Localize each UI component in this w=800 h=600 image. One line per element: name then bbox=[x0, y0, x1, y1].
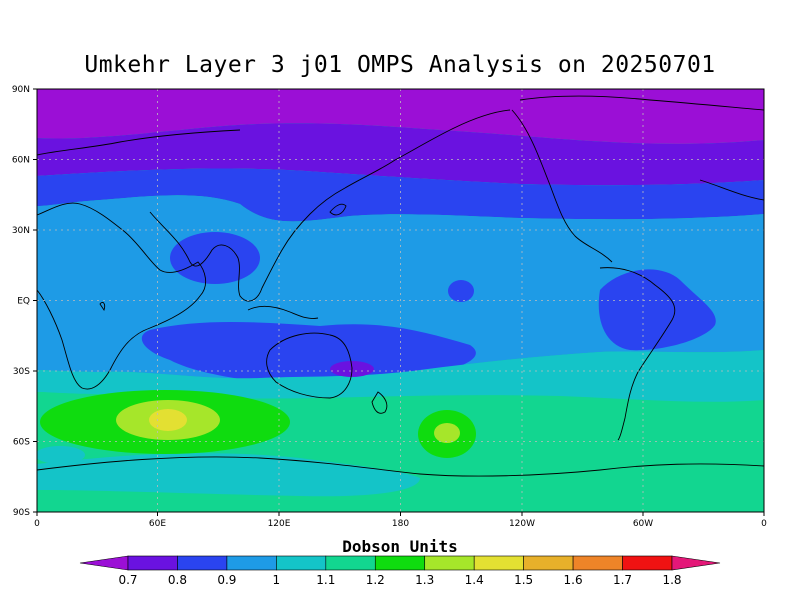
lon-label: 60W bbox=[633, 519, 653, 529]
lat-label: 30S bbox=[13, 367, 30, 377]
indian-blob bbox=[170, 232, 260, 284]
band-north-polar bbox=[37, 89, 764, 144]
colorbar-label: 0.8 bbox=[168, 573, 187, 587]
latitude-labels: 90N 60N 30N EQ 30S 60S 90S bbox=[12, 85, 30, 518]
colorbar-label: 1.8 bbox=[662, 573, 681, 587]
colorbar-label: 1.2 bbox=[366, 573, 385, 587]
colorbar-swatch bbox=[177, 555, 228, 571]
colorbar-swatch bbox=[622, 555, 673, 571]
colorbar-swatch bbox=[523, 555, 574, 571]
band-antarctic-teal bbox=[37, 453, 420, 497]
colorbar-label: 1.7 bbox=[613, 573, 632, 587]
colorbar-swatch bbox=[424, 555, 475, 571]
lon-label: 120E bbox=[268, 519, 291, 529]
colorbar-swatch bbox=[226, 555, 277, 571]
colorbar-high-arrow bbox=[671, 555, 721, 571]
colorbar-swatch bbox=[572, 555, 623, 571]
colorbar-label: 1.6 bbox=[564, 573, 583, 587]
band-southern-mid bbox=[37, 350, 764, 402]
south-america-blob bbox=[598, 269, 716, 351]
colorbar-swatch bbox=[325, 555, 376, 571]
colorbar-swatch bbox=[374, 555, 426, 571]
longitude-labels: 0 60E 120E 180 120W 60W 0 bbox=[34, 519, 767, 529]
pacific-max-inner bbox=[434, 423, 460, 443]
lat-label: 60N bbox=[12, 156, 30, 166]
lon-label: 0 bbox=[761, 519, 767, 529]
indian-ocean-max-inner bbox=[149, 409, 187, 431]
pacific-blob bbox=[448, 280, 474, 302]
atlantic-south-patch bbox=[37, 446, 85, 464]
colorbar-label: 1.1 bbox=[316, 573, 335, 587]
gridlines bbox=[37, 89, 764, 512]
lat-label: 30N bbox=[12, 226, 30, 236]
lon-label: 180 bbox=[392, 519, 409, 529]
colorbar-label: 1.3 bbox=[415, 573, 434, 587]
colorbar-label: 1 bbox=[273, 573, 281, 587]
lon-label: 0 bbox=[34, 519, 40, 529]
colorbar-title: Dobson Units bbox=[342, 537, 458, 556]
colorbar-swatch bbox=[473, 555, 524, 571]
band-north-blue bbox=[37, 168, 764, 222]
map-title: Umkehr Layer 3 j01 OMPS Analysis on 2025… bbox=[84, 52, 716, 78]
colorbar-swatch bbox=[127, 555, 178, 571]
tick-marks bbox=[33, 88, 765, 516]
lat-label: 90N bbox=[12, 85, 30, 95]
colorbar-label: 0.9 bbox=[217, 573, 236, 587]
colorbar-label: 0.7 bbox=[118, 573, 137, 587]
lon-label: 120W bbox=[509, 519, 535, 529]
lat-label: EQ bbox=[17, 297, 30, 307]
lat-label: 60S bbox=[13, 438, 30, 448]
colorbar-low-arrow bbox=[79, 555, 129, 571]
colorbar-label: 1.5 bbox=[514, 573, 533, 587]
coastlines bbox=[37, 95, 764, 477]
colorbar-swatch bbox=[276, 555, 327, 571]
band-north-violet bbox=[37, 123, 764, 186]
lat-label: 90S bbox=[13, 508, 30, 518]
colorbar: 0.7 0.8 0.9 1 1.1 1.2 1.3 1.4 1.5 1.6 1.7 1.8 bbox=[79, 555, 721, 587]
colorbar-label: 1.4 bbox=[465, 573, 484, 587]
lon-label: 60E bbox=[149, 519, 166, 529]
